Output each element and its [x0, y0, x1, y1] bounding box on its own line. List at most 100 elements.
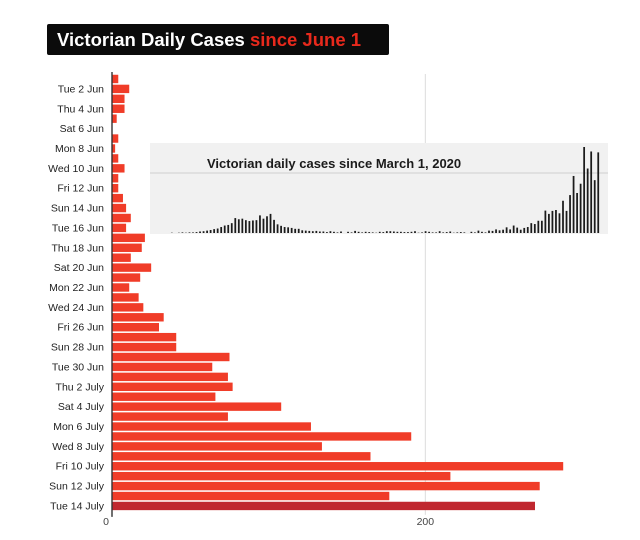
bar-thu-18-jun — [112, 243, 142, 252]
inset-bar — [234, 218, 237, 233]
bar-tue-30-jun — [112, 362, 213, 372]
y-tick-label: Sun 14 Jun — [51, 203, 104, 215]
inset-bar — [259, 215, 261, 233]
inset-bar — [273, 219, 275, 233]
inset-bar — [262, 218, 265, 233]
inset-bar — [244, 220, 247, 233]
inset-bar — [301, 230, 304, 233]
inset-chart-panel: Victorian daily cases since March 1, 202… — [150, 143, 608, 234]
y-tick-label: Thu 2 July — [56, 381, 105, 393]
bar-mon-8-jun — [112, 144, 116, 153]
inset-bar — [438, 231, 441, 233]
bar-wed-17-jun — [112, 233, 145, 243]
inset-bar — [512, 225, 515, 233]
inset-bar — [213, 229, 216, 233]
inset-bar — [463, 232, 466, 233]
bar-sun-28-jun — [112, 342, 177, 352]
inset-bar — [389, 231, 392, 233]
inset-bar — [540, 220, 543, 233]
inset-bar — [569, 195, 571, 233]
inset-bar — [368, 232, 371, 233]
inset-bar — [576, 192, 578, 233]
bar-sun-5-july — [112, 412, 228, 421]
inset-bar — [350, 232, 353, 233]
inset-bar — [371, 232, 374, 233]
y-tick-label: Mon 22 Jun — [49, 282, 104, 294]
inset-bar — [519, 229, 522, 233]
bar-tue-23-jun — [112, 293, 139, 302]
inset-bar — [322, 231, 325, 233]
bar-wed-8-july — [112, 442, 322, 451]
inset-bar — [488, 230, 490, 233]
bar-thu-4-jun — [112, 104, 125, 113]
chart-title-main: Victorian Daily Cases — [57, 28, 245, 50]
bar-sun-12-july — [112, 481, 540, 491]
y-tick-label: Thu 18 Jun — [51, 242, 104, 254]
inset-bar — [195, 232, 198, 233]
y-tick-label: Fri 12 Jun — [57, 183, 104, 195]
inset-bar — [220, 227, 223, 233]
inset-bar — [392, 231, 395, 233]
bar-sun-14-jun — [112, 203, 127, 213]
inset-bar — [424, 231, 427, 233]
x-tick-label: 200 — [417, 516, 435, 528]
inset-bar — [304, 230, 307, 233]
inset-bar — [276, 224, 279, 233]
inset-bar — [230, 223, 233, 233]
inset-bar-chart — [150, 147, 608, 233]
bar-mon-22-jun — [112, 283, 130, 292]
inset-bar — [199, 231, 201, 233]
bar-fri-5-jun — [112, 114, 117, 123]
inset-bar — [340, 231, 342, 233]
inset-bar — [287, 227, 290, 233]
bar-mon-1-jun — [112, 74, 119, 84]
bar-sat-4-july — [112, 402, 282, 411]
bar-tue-9-jun — [112, 154, 119, 163]
inset-bar — [537, 220, 540, 233]
inset-bar — [410, 231, 413, 233]
bar-sat-27-jun — [112, 332, 177, 342]
inset-bar — [378, 231, 381, 233]
inset-bar — [283, 227, 286, 233]
inset-bar — [209, 230, 212, 233]
bar-tue-2-jun — [112, 84, 130, 94]
chart-title: Victorian Daily Cases since June 1 — [47, 24, 389, 55]
inset-bar — [597, 152, 600, 233]
inset-bar — [192, 232, 194, 233]
bar-fri-12-jun — [112, 183, 119, 193]
inset-bar — [385, 231, 388, 233]
inset-bar — [495, 229, 497, 233]
y-tick-label: Sat 20 Jun — [54, 262, 104, 274]
inset-bar — [562, 200, 564, 233]
inset-bar — [361, 232, 364, 233]
inset-bar — [188, 232, 191, 233]
inset-bar — [311, 231, 314, 233]
inset-bar — [329, 231, 332, 233]
inset-bar — [456, 232, 459, 233]
inset-bar — [565, 210, 568, 233]
inset-bar — [280, 225, 282, 233]
inset-bar — [354, 230, 356, 233]
inset-bar — [396, 231, 399, 233]
inset-bar — [421, 232, 423, 233]
inset-bar — [333, 231, 335, 233]
inset-bar — [382, 232, 385, 233]
inset-bar — [357, 231, 360, 233]
inset-bar — [400, 231, 402, 233]
bar-mon-6-july — [112, 422, 311, 431]
inset-bar — [526, 227, 529, 233]
bar-sat-11-july — [112, 471, 451, 481]
bar-tue-14-july — [112, 501, 535, 511]
bar-thu-2-july — [112, 382, 233, 391]
inset-bar — [484, 232, 487, 233]
inset-bar — [593, 180, 596, 233]
inset-bar — [223, 225, 226, 233]
inset-bar — [551, 210, 554, 233]
inset-bar — [252, 220, 254, 233]
bar-thu-11-jun — [112, 174, 119, 183]
inset-chart-title: Victorian daily cases since March 1, 202… — [207, 156, 462, 171]
bar-mon-15-jun — [112, 213, 131, 223]
inset-bar — [308, 230, 311, 233]
inset-bar — [237, 219, 240, 233]
inset-bar — [294, 228, 297, 233]
